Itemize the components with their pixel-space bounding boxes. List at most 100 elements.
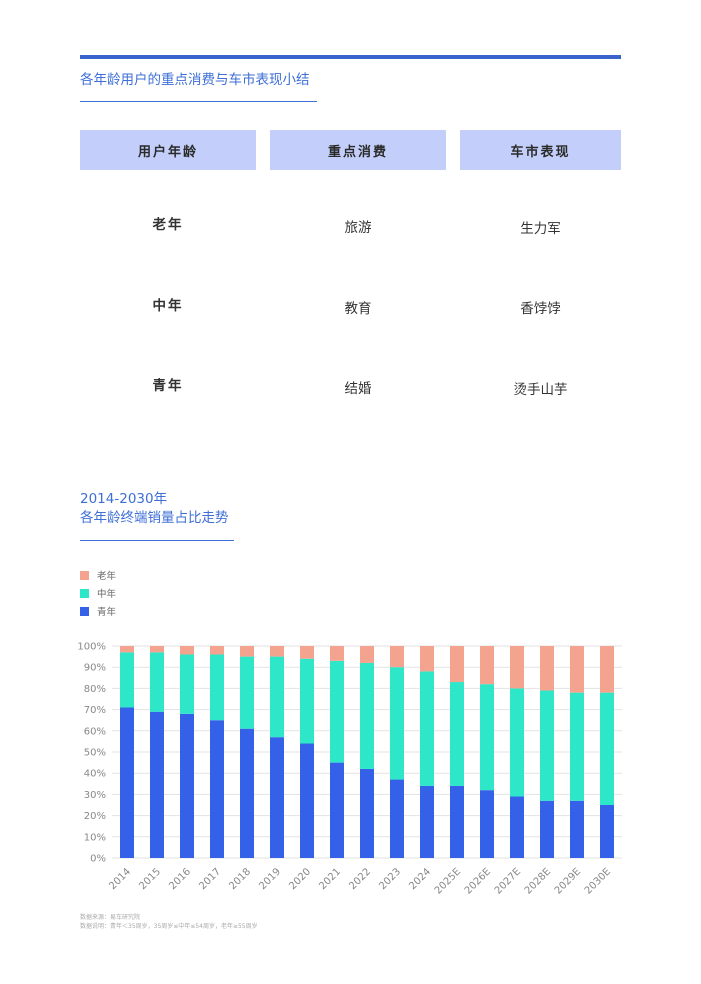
legend-label-middle: 中年 [97, 589, 117, 600]
bar-segment-old [330, 646, 344, 661]
y-tick-label: 70% [84, 705, 106, 716]
bar-segment-young [570, 800, 584, 858]
bar-segment-middle [420, 671, 434, 786]
row-age-middle: 中年 [152, 298, 184, 314]
bar-segment-middle [240, 656, 254, 729]
row-spend-middle: 教育 [344, 301, 372, 317]
bar-segment-young [300, 743, 314, 858]
bar-segment-old [420, 646, 434, 672]
x-tick-label: 2029E [553, 866, 583, 896]
bar-segment-old [450, 646, 464, 683]
bar-segment-young [480, 790, 494, 858]
bar-segment-old [570, 646, 584, 693]
bar-segment-old [210, 646, 224, 655]
row-spend-young: 结婚 [344, 381, 372, 397]
bar-segment-old [480, 646, 494, 685]
bar-segment-young [150, 711, 164, 858]
x-tick-label: 2028E [523, 866, 553, 896]
y-tick-label: 20% [84, 811, 106, 822]
bar-segment-middle [360, 662, 374, 769]
bar-segment-old [150, 646, 164, 653]
bar-segment-young [450, 785, 464, 858]
bar-segment-middle [270, 656, 284, 738]
footnote-definition: 数据说明：青年＜35周岁，35周岁≤中年≤54周岁，老年≥55周岁 [80, 923, 258, 930]
y-tick-label: 60% [84, 726, 106, 737]
chart-title-line1: 2014-2030年 [80, 491, 168, 507]
row-market-old: 生力军 [520, 221, 561, 237]
bar-segment-young [180, 713, 194, 858]
x-tick-label: 2027E [493, 866, 523, 896]
bar-segment-young [390, 779, 404, 858]
y-tick-label: 90% [84, 663, 106, 674]
bar-segment-middle [390, 667, 404, 780]
bar-segment-middle [600, 692, 614, 805]
x-tick-label: 2016 [167, 866, 193, 892]
row-spend-old: 旅游 [344, 220, 372, 236]
bar-segment-old [120, 646, 134, 653]
bar-segment-middle [120, 652, 134, 708]
x-tick-label: 2019 [257, 866, 283, 892]
x-tick-label: 2026E [463, 866, 493, 896]
bar-segment-young [540, 800, 554, 858]
bar-segment-old [180, 646, 194, 655]
bar-segment-middle [540, 690, 554, 801]
y-tick-label: 0% [90, 854, 106, 865]
bar-segment-middle [570, 692, 584, 801]
bar-segment-middle [150, 652, 164, 712]
y-tick-label: 50% [84, 748, 106, 759]
legend-label-old: 老年 [97, 571, 117, 582]
y-tick-label: 80% [84, 684, 106, 695]
bar-segment-young [510, 796, 524, 858]
bar-segment-middle [300, 658, 314, 744]
bar-segment-middle [450, 682, 464, 786]
bar-segment-old [360, 646, 374, 663]
table-section-title: 各年龄用户的重点消费与车市表现小结 [80, 72, 310, 88]
x-tick-label: 2017 [197, 866, 223, 892]
legend-swatch-middle [80, 588, 89, 598]
bar-segment-middle [480, 684, 494, 791]
legend-swatch-young [80, 606, 89, 616]
bar-segment-middle [180, 654, 194, 714]
y-tick-label: 10% [84, 832, 106, 843]
bar-segment-young [600, 805, 614, 858]
row-age-old: 老年 [152, 217, 184, 233]
bar-segment-old [300, 646, 314, 659]
header-user-age: 用户年龄 [80, 130, 256, 170]
legend-swatch-old [80, 570, 89, 580]
bar-segment-young [270, 737, 284, 858]
y-tick-label: 40% [84, 769, 106, 780]
row-market-young: 烫手山芋 [513, 382, 568, 398]
bar-segment-middle [210, 654, 224, 721]
bar-segment-old [510, 646, 524, 689]
footnote-source: 数据来源：易车研究院 [80, 914, 141, 921]
chart-title-underline [80, 540, 234, 541]
bar-segment-young [330, 762, 344, 858]
table-title-underline [80, 101, 317, 102]
x-tick-label: 2014 [107, 866, 133, 892]
x-tick-label: 2018 [227, 866, 253, 892]
bar-segment-old [390, 646, 404, 668]
bar-segment-old [600, 646, 614, 693]
x-tick-label: 2024 [407, 866, 433, 892]
bar-segment-old [270, 646, 284, 657]
bar-segment-young [420, 785, 434, 858]
bar-segment-middle [330, 660, 344, 763]
x-tick-label: 2020 [287, 866, 313, 892]
legend-item-young: 青年 [80, 604, 116, 618]
bar-segment-old [540, 646, 554, 691]
legend-label-young: 青年 [97, 607, 117, 618]
bar-segment-young [210, 720, 224, 858]
header-market-performance: 车市表现 [460, 130, 621, 170]
y-tick-label: 100% [77, 642, 106, 653]
top-accent-bar [80, 55, 621, 59]
legend-item-middle: 中年 [80, 586, 116, 600]
chart-title: 2014-2030年 各年龄终端销量占比走势 [80, 490, 229, 528]
legend-item-old: 老年 [80, 568, 116, 582]
x-tick-label: 2030E [583, 866, 613, 896]
x-tick-label: 2025E [433, 866, 463, 896]
x-tick-label: 2021 [317, 866, 343, 892]
y-tick-label: 30% [84, 790, 106, 801]
x-tick-label: 2023 [377, 866, 403, 892]
bar-segment-middle [510, 688, 524, 797]
x-tick-label: 2022 [347, 866, 373, 892]
